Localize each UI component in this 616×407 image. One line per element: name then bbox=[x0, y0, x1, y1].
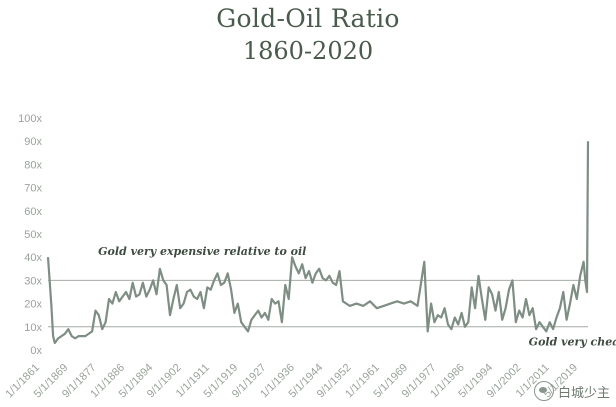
chart-annotation: Gold very expensive relative to oil bbox=[98, 245, 306, 258]
y-tick-label: 40x bbox=[24, 252, 42, 264]
y-tick-label: 0x bbox=[30, 345, 42, 357]
y-tick-label: 70x bbox=[24, 183, 42, 195]
watermark-label: 白城少主 bbox=[557, 385, 610, 401]
y-tick-label: 60x bbox=[24, 206, 42, 218]
y-tick-label: 90x bbox=[24, 136, 42, 148]
y-tick-label: 80x bbox=[24, 159, 42, 171]
watermark: 白城少主 bbox=[533, 381, 610, 401]
chart-title: Gold-Oil Ratio bbox=[216, 4, 400, 33]
y-tick-label: 50x bbox=[24, 229, 42, 241]
series-line bbox=[46, 141, 590, 345]
chart-subtitle: 1860-2020 bbox=[242, 37, 374, 65]
y-tick-label: 20x bbox=[24, 299, 42, 311]
y-tick-label: 30x bbox=[24, 275, 42, 287]
chart-annotation: Gold very cheap relative to oil bbox=[529, 335, 616, 348]
wechat-icon bbox=[533, 381, 554, 401]
y-tick-label: 100x bbox=[18, 113, 42, 125]
y-tick-label: 10x bbox=[24, 322, 42, 334]
